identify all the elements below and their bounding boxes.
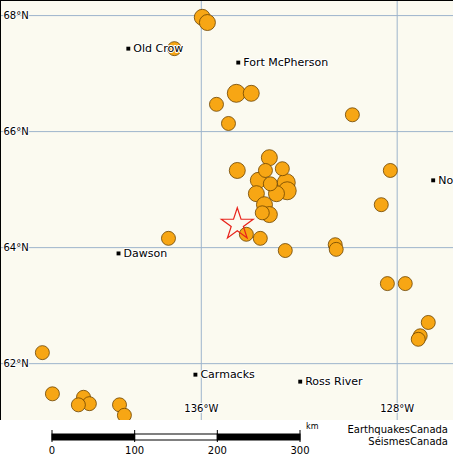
svg-text:64°N: 64°N — [4, 242, 29, 253]
svg-text:300: 300 — [290, 445, 309, 456]
svg-text:Fort McPherson: Fort McPherson — [243, 56, 328, 69]
svg-text:Old Crow: Old Crow — [133, 42, 183, 55]
svg-text:SéismesCanada: SéismesCanada — [368, 436, 448, 447]
svg-text:0: 0 — [49, 445, 55, 456]
svg-text:Dawson: Dawson — [124, 247, 168, 260]
svg-text:No: No — [438, 174, 453, 187]
svg-text:km: km — [306, 422, 319, 431]
svg-text:62°N: 62°N — [4, 358, 29, 369]
svg-text:EarthquakesCanada: EarthquakesCanada — [348, 424, 448, 435]
svg-text:Ross River: Ross River — [305, 375, 363, 388]
svg-text:200: 200 — [208, 445, 227, 456]
svg-text:66°N: 66°N — [4, 126, 29, 137]
svg-text:68°N: 68°N — [4, 10, 29, 21]
svg-text:136°W: 136°W — [184, 403, 218, 414]
svg-text:100: 100 — [125, 445, 144, 456]
svg-text:Carmacks: Carmacks — [200, 368, 255, 381]
svg-text:128°W: 128°W — [380, 403, 414, 414]
